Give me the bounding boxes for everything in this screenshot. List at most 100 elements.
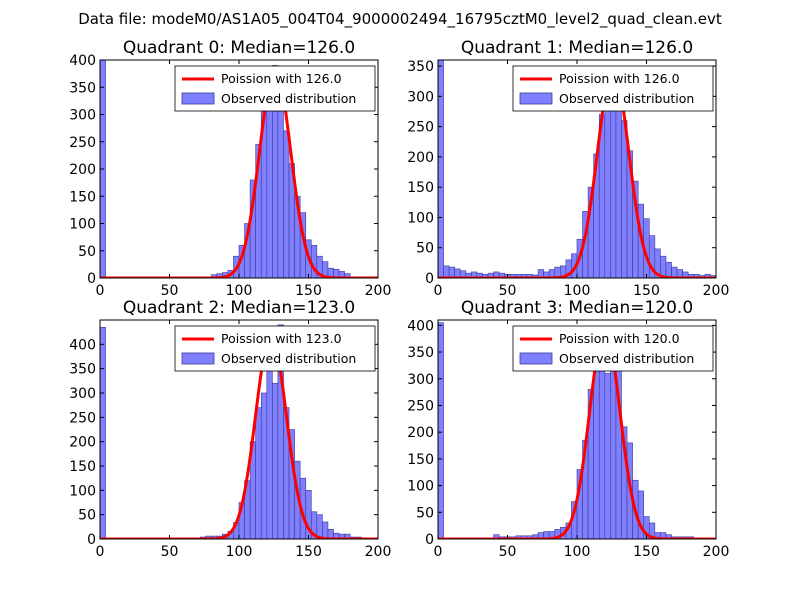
y-tick-label: 300	[69, 386, 96, 402]
legend-bar-swatch	[181, 92, 215, 105]
y-tick-label: 150	[69, 189, 96, 205]
x-tick-label: 100	[564, 544, 591, 560]
x-tick-label: 150	[295, 544, 322, 560]
y-tick-label: 100	[69, 217, 96, 233]
histogram-bar	[266, 86, 273, 278]
y-tick-label: 0	[425, 532, 434, 548]
legend-label-poisson: Poission with 123.0	[221, 331, 342, 346]
y-tick-label: 400	[69, 53, 96, 69]
y-tick-label: 350	[407, 345, 434, 361]
histogram-bar	[260, 392, 268, 539]
histogram-bar	[344, 273, 351, 278]
y-tick-label: 200	[407, 425, 434, 441]
y-tick-label: 200	[407, 150, 434, 166]
histogram-bar	[322, 521, 329, 539]
histogram-bar	[255, 407, 262, 539]
y-tick-label: 350	[407, 59, 434, 75]
legend: Poission with 126.0 Observed distribution	[174, 65, 376, 112]
x-tick-label: 100	[226, 544, 253, 560]
subplot-title: Quadrant 1: Median=126.0	[461, 38, 693, 58]
y-tick-label: 100	[407, 210, 434, 226]
histogram-bar	[665, 261, 672, 278]
legend-bar-swatch	[519, 92, 553, 105]
x-tick-label: 50	[499, 283, 517, 299]
y-tick-label: 250	[69, 410, 96, 426]
histogram-bar	[283, 130, 290, 278]
subplot-2: Quadrant 2: Median=123.0 0 50 100 150 200 0 50 1…	[69, 298, 391, 560]
histogram-bar	[621, 120, 628, 278]
y-tick-label: 300	[407, 89, 434, 105]
histogram-bar	[100, 326, 106, 539]
x-tick-label: 0	[96, 544, 105, 560]
histogram-bar	[593, 362, 600, 539]
y-tick-label: 300	[407, 372, 434, 388]
legend-label-poisson: Poission with 120.0	[559, 331, 680, 346]
x-tick-label: 0	[434, 283, 443, 299]
y-tick-label: 250	[407, 398, 434, 414]
x-tick-label: 150	[633, 283, 660, 299]
histogram-bar	[438, 322, 444, 539]
y-tick-label: 50	[78, 244, 96, 260]
x-tick-label: 0	[96, 283, 105, 299]
y-tick-label: 0	[87, 532, 96, 548]
legend: Poission with 120.0 Observed distribution	[512, 325, 714, 372]
y-tick-label: 50	[416, 241, 434, 257]
y-tick-label: 400	[407, 318, 434, 334]
histogram-bar	[272, 382, 279, 539]
histogram-bar	[344, 533, 351, 539]
histogram-bar	[438, 60, 444, 278]
y-tick-label: 300	[69, 108, 96, 124]
subplot-1: Quadrant 1: Median=126.0 0 50 100 150 200 0 50 1…	[407, 38, 729, 299]
y-tick-label: 150	[69, 459, 96, 475]
histogram-bar	[615, 99, 622, 278]
subplot-title: Quadrant 2: Median=123.0	[123, 298, 355, 318]
x-tick-label: 200	[703, 544, 730, 560]
x-tick-label: 50	[161, 283, 179, 299]
x-tick-label: 100	[226, 283, 253, 299]
subplot-title: Quadrant 0: Median=126.0	[123, 38, 355, 58]
legend: Poission with 126.0 Observed distribution	[512, 65, 714, 112]
y-tick-label: 0	[87, 271, 96, 287]
figure-suptitle: Data file: modeM0/AS1A05_004T04_90000024…	[78, 10, 722, 29]
y-tick-label: 0	[425, 271, 434, 287]
legend-bar-swatch	[519, 352, 553, 365]
legend-label-observed: Observed distribution	[221, 91, 356, 106]
histogram-bar	[277, 97, 284, 278]
y-tick-label: 100	[407, 479, 434, 495]
y-tick-label: 150	[407, 452, 434, 468]
y-tick-label: 100	[69, 483, 96, 499]
subplot-0: Quadrant 0: Median=126.0 0 50 100 150 200 0 50 1…	[69, 38, 391, 299]
y-tick-label: 400	[69, 337, 96, 353]
x-tick-label: 200	[703, 283, 730, 299]
legend-label-poisson: Poission with 126.0	[221, 71, 342, 86]
legend-label-poisson: Poission with 126.0	[559, 71, 680, 86]
y-tick-label: 50	[416, 505, 434, 521]
x-tick-label: 50	[161, 544, 179, 560]
x-tick-label: 150	[295, 283, 322, 299]
y-tick-label: 200	[69, 162, 96, 178]
histogram-bar	[448, 266, 455, 278]
legend-bar-swatch	[181, 352, 215, 365]
y-tick-label: 50	[78, 508, 96, 524]
x-tick-label: 200	[365, 544, 392, 560]
y-tick-label: 150	[407, 180, 434, 196]
y-tick-label: 350	[69, 362, 96, 378]
subplot-title: Quadrant 3: Median=120.0	[461, 298, 693, 318]
x-tick-label: 150	[633, 544, 660, 560]
legend-label-observed: Observed distribution	[559, 351, 694, 366]
y-tick-label: 250	[407, 120, 434, 136]
y-tick-label: 250	[69, 135, 96, 151]
histogram-bar	[604, 373, 611, 539]
subplot-3: Quadrant 3: Median=120.0 0 50 100 150 200 0 50 1…	[407, 298, 729, 560]
histogram-bar	[443, 265, 450, 278]
legend-label-observed: Observed distribution	[559, 91, 694, 106]
y-tick-label: 350	[69, 80, 96, 96]
x-tick-label: 200	[365, 283, 392, 299]
x-tick-label: 100	[564, 283, 591, 299]
x-tick-label: 50	[499, 544, 517, 560]
x-tick-label: 0	[434, 544, 443, 560]
legend-label-observed: Observed distribution	[221, 351, 356, 366]
legend: Poission with 123.0 Observed distribution	[174, 325, 376, 372]
y-tick-label: 200	[69, 435, 96, 451]
